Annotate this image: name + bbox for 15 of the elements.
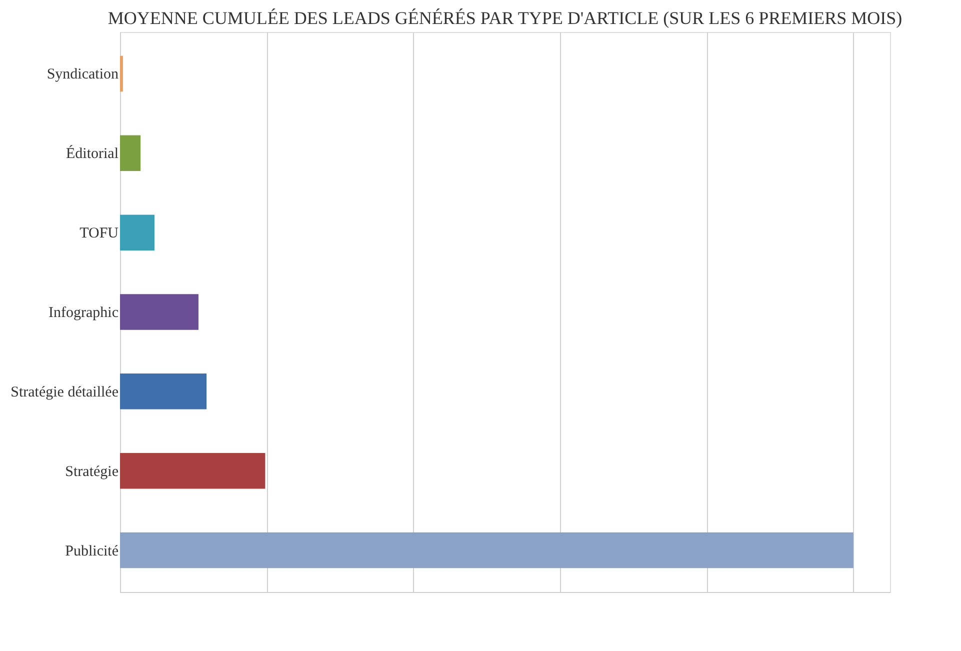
bar [120, 374, 207, 410]
y-tick-label: Stratégie détaillée [10, 384, 119, 400]
y-tick-label: Infographic [48, 305, 119, 321]
bar [120, 532, 854, 568]
y-tick-label: Publicité [65, 543, 119, 560]
bar [120, 294, 198, 330]
y-tick-label: Éditorial [66, 145, 118, 162]
bar [120, 135, 141, 172]
bar [120, 56, 123, 92]
y-tick-label: Syndication [46, 66, 119, 83]
y-tick-label: TOFU [80, 226, 119, 242]
chart-title: MOYENNE CUMULÉE DES LEADS GÉNÉRÉS PAR TYPE D'ARTICLE (SUR LES 6 PREMIERS MOIS) [108, 8, 902, 28]
y-tick-label: Stratégie [65, 464, 119, 480]
bar [120, 214, 154, 250]
bar [120, 452, 266, 489]
